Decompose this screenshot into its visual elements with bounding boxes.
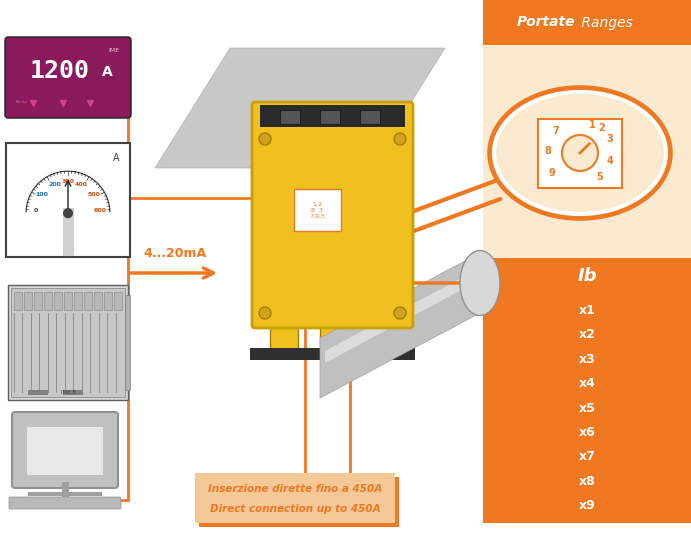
Text: x9: x9 xyxy=(578,499,596,512)
Text: A: A xyxy=(102,65,113,79)
FancyBboxPatch shape xyxy=(27,427,103,475)
Ellipse shape xyxy=(490,88,670,218)
FancyBboxPatch shape xyxy=(320,110,340,124)
Text: Ib: Ib xyxy=(577,267,597,285)
Text: 1,2
8  3
7,9,5: 1,2 8 3 7,9,5 xyxy=(309,202,325,218)
Text: 0: 0 xyxy=(34,208,38,213)
FancyBboxPatch shape xyxy=(34,292,42,310)
FancyBboxPatch shape xyxy=(125,295,130,390)
Circle shape xyxy=(394,133,406,145)
FancyBboxPatch shape xyxy=(63,390,83,395)
FancyBboxPatch shape xyxy=(84,292,92,310)
Circle shape xyxy=(562,135,598,171)
Text: Pa-Up: Pa-Up xyxy=(16,100,28,104)
FancyBboxPatch shape xyxy=(114,292,122,310)
Circle shape xyxy=(259,133,271,145)
Text: Direct connection up to 450A: Direct connection up to 450A xyxy=(209,504,380,514)
Text: 500: 500 xyxy=(88,193,101,197)
FancyBboxPatch shape xyxy=(44,292,52,310)
Text: 400: 400 xyxy=(75,182,88,187)
Text: IME: IME xyxy=(109,48,120,53)
Text: Portate: Portate xyxy=(516,16,575,30)
Text: 9: 9 xyxy=(549,168,556,178)
FancyBboxPatch shape xyxy=(483,45,691,258)
Text: 7: 7 xyxy=(553,126,560,136)
Text: IME 8: IME 8 xyxy=(61,390,75,394)
Text: x8: x8 xyxy=(578,475,596,488)
FancyBboxPatch shape xyxy=(195,473,395,523)
FancyBboxPatch shape xyxy=(360,110,380,124)
Text: A: A xyxy=(113,153,120,163)
Text: x5: x5 xyxy=(578,401,596,414)
FancyBboxPatch shape xyxy=(14,292,22,310)
FancyBboxPatch shape xyxy=(24,292,32,310)
FancyBboxPatch shape xyxy=(5,37,131,118)
Polygon shape xyxy=(320,253,480,398)
Text: Ranges: Ranges xyxy=(577,16,633,30)
FancyBboxPatch shape xyxy=(6,143,130,257)
FancyBboxPatch shape xyxy=(320,322,348,350)
FancyBboxPatch shape xyxy=(94,292,102,310)
Text: 5: 5 xyxy=(596,172,603,182)
Text: 4: 4 xyxy=(607,156,614,166)
Text: 300: 300 xyxy=(61,179,75,183)
FancyBboxPatch shape xyxy=(11,288,125,397)
Circle shape xyxy=(394,307,406,319)
Ellipse shape xyxy=(460,251,500,315)
Text: x2: x2 xyxy=(578,328,596,341)
Polygon shape xyxy=(325,268,480,363)
Text: Inserzione dirette fino a 450A: Inserzione dirette fino a 450A xyxy=(208,484,382,494)
FancyBboxPatch shape xyxy=(538,118,622,188)
Text: 8: 8 xyxy=(545,146,551,156)
FancyBboxPatch shape xyxy=(199,477,399,527)
Text: 1200: 1200 xyxy=(30,60,90,83)
FancyBboxPatch shape xyxy=(8,285,128,400)
Text: x4: x4 xyxy=(578,377,596,390)
FancyBboxPatch shape xyxy=(270,322,298,350)
FancyBboxPatch shape xyxy=(370,322,398,350)
Circle shape xyxy=(259,307,271,319)
FancyBboxPatch shape xyxy=(280,110,300,124)
Text: 1: 1 xyxy=(589,120,596,130)
Text: 2: 2 xyxy=(598,123,605,133)
Text: x3: x3 xyxy=(578,352,596,366)
Text: 3: 3 xyxy=(607,134,614,144)
FancyBboxPatch shape xyxy=(252,102,413,328)
FancyBboxPatch shape xyxy=(260,105,405,127)
FancyBboxPatch shape xyxy=(294,189,341,231)
Text: x7: x7 xyxy=(578,450,596,463)
FancyBboxPatch shape xyxy=(64,292,72,310)
Text: 200: 200 xyxy=(48,182,61,187)
Text: 4...20mA: 4...20mA xyxy=(144,247,207,260)
Text: 100: 100 xyxy=(35,193,48,197)
Text: x6: x6 xyxy=(578,426,596,439)
FancyBboxPatch shape xyxy=(74,292,82,310)
FancyBboxPatch shape xyxy=(9,497,121,509)
Circle shape xyxy=(63,208,73,218)
FancyBboxPatch shape xyxy=(12,412,118,488)
FancyBboxPatch shape xyxy=(250,348,415,360)
FancyBboxPatch shape xyxy=(104,292,112,310)
Text: x1: x1 xyxy=(578,304,596,317)
FancyBboxPatch shape xyxy=(483,0,691,45)
FancyBboxPatch shape xyxy=(483,258,691,523)
Text: 600: 600 xyxy=(93,208,106,213)
Ellipse shape xyxy=(494,92,666,214)
FancyBboxPatch shape xyxy=(54,292,62,310)
Polygon shape xyxy=(155,48,445,168)
FancyBboxPatch shape xyxy=(28,390,48,395)
